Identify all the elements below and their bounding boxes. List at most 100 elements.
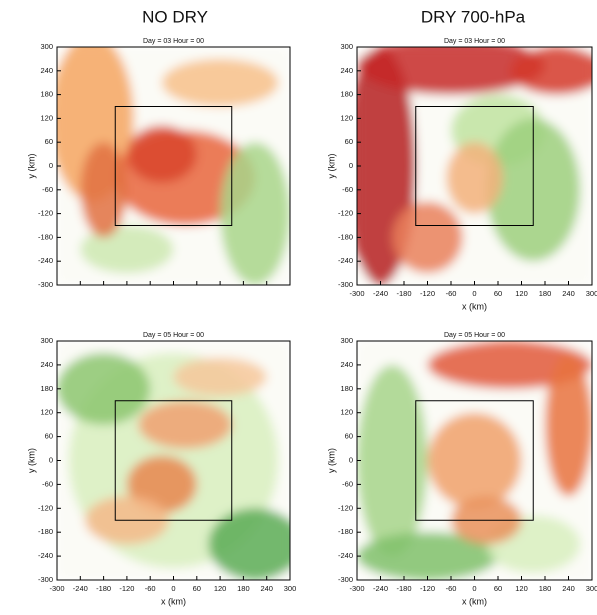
x-tick-label: 180 [539, 289, 552, 298]
y-tick-label: 180 [40, 90, 53, 99]
y-axis-label: y (km) [326, 448, 336, 473]
y-tick-label: -300 [38, 575, 53, 584]
x-tick-label: 120 [214, 584, 227, 593]
x-tick-label: 60 [193, 584, 201, 593]
x-tick-label: -60 [446, 584, 457, 593]
field-blob [446, 142, 503, 214]
y-tick-label: 300 [340, 42, 353, 51]
x-tick-label: 240 [562, 289, 575, 298]
x-tick-label: -240 [73, 584, 88, 593]
x-axis-label: x (km) [462, 596, 487, 606]
field-blob [161, 58, 279, 107]
y-tick-label: 0 [49, 455, 53, 464]
inner-box [415, 106, 534, 226]
field-blob [357, 364, 428, 557]
y-tick-label: 300 [40, 336, 53, 345]
y-tick-label: 60 [45, 432, 53, 441]
field [357, 341, 592, 580]
column-header: NO DRY [142, 7, 208, 26]
y-tick-label: 60 [345, 137, 353, 146]
field-blob [80, 225, 174, 274]
field-blob [509, 47, 592, 95]
panel-title: Day = 05 Hour = 00 [444, 332, 505, 339]
x-tick-label: 240 [562, 584, 575, 593]
y-tick-label: 120 [340, 113, 353, 122]
field-blob [138, 400, 232, 449]
y-axis-label: y (km) [326, 154, 336, 179]
inner-box [114, 106, 233, 226]
x-axis-label: x (km) [462, 301, 487, 311]
x-tick-label: 0 [472, 289, 476, 298]
field-blob [173, 357, 267, 396]
y-axis-label: y (km) [26, 448, 36, 473]
field-blob [357, 47, 545, 95]
y-tick-label: -60 [342, 479, 353, 488]
y-tick-label: 180 [40, 384, 53, 393]
y-tick-label: 120 [340, 408, 353, 417]
y-tick-label: 240 [340, 360, 353, 369]
y-tick-label: -300 [38, 280, 53, 289]
y-tick-label: -120 [38, 503, 53, 512]
field-blob [80, 142, 127, 238]
field-blob [427, 341, 592, 389]
y-tick-label: 0 [349, 161, 353, 170]
y-axis-label: y (km) [26, 154, 36, 179]
field-blob [392, 201, 463, 274]
x-tick-label: 0 [472, 584, 476, 593]
y-tick-label: 240 [40, 66, 53, 75]
x-tick-label: -240 [373, 289, 388, 298]
y-tick-label: -240 [38, 551, 53, 560]
x-tick-label: 240 [260, 584, 273, 593]
field-blob [126, 125, 197, 183]
y-tick-label: -60 [42, 479, 53, 488]
field-blob [545, 352, 592, 497]
y-tick-label: -180 [338, 527, 353, 536]
y-tick-label: 180 [340, 90, 353, 99]
panel-title: Day = 05 Hour = 00 [143, 332, 204, 339]
field-blob [357, 532, 498, 580]
x-tick-label: -60 [446, 289, 457, 298]
x-axis-label: x (km) [161, 596, 186, 606]
x-tick-label: -180 [396, 584, 411, 593]
y-tick-label: 240 [340, 66, 353, 75]
x-tick-label: 300 [284, 584, 297, 593]
y-tick-label: 120 [40, 113, 53, 122]
x-tick-label: -300 [349, 289, 364, 298]
x-tick-label: -120 [119, 584, 134, 593]
x-tick-label: -240 [373, 584, 388, 593]
y-tick-label: -60 [42, 185, 53, 194]
y-tick-label: -300 [338, 575, 353, 584]
y-tick-label: -120 [338, 503, 353, 512]
y-tick-label: -120 [38, 209, 53, 218]
x-tick-label: -180 [396, 289, 411, 298]
x-tick-label: 60 [494, 289, 502, 298]
x-tick-label: 300 [586, 584, 597, 593]
field [357, 47, 592, 285]
y-tick-label: -180 [38, 232, 53, 241]
x-tick-label: -300 [49, 584, 64, 593]
field [57, 47, 290, 285]
y-tick-label: 300 [40, 42, 53, 51]
field-blob [427, 412, 522, 509]
panel: Day = 03 Hour = 00 -300 -240 -180 -120 -60 0 60… [26, 38, 291, 289]
inner-box [114, 400, 233, 521]
x-tick-label: 120 [515, 584, 528, 593]
panel-title: Day = 03 Hour = 00 [444, 38, 505, 45]
x-tick-label: -120 [420, 289, 435, 298]
y-tick-label: 180 [340, 384, 353, 393]
y-tick-label: -240 [338, 551, 353, 560]
x-tick-label: 60 [494, 584, 502, 593]
y-tick-label: -300 [338, 280, 353, 289]
y-tick-label: 0 [49, 161, 53, 170]
column-header: DRY 700-hPa [421, 7, 526, 26]
panel: Day = 03 Hour = 00 -300 -240 -180 -120 -60 0 60… [326, 38, 597, 312]
y-tick-label: -240 [338, 256, 353, 265]
panel: Day = 05 Hour = 00 -300 -240 -180 -120 -60 0 60… [326, 332, 597, 607]
field-blob [57, 352, 151, 425]
y-tick-label: 300 [340, 336, 353, 345]
x-tick-label: 120 [515, 289, 528, 298]
y-tick-label: 240 [40, 360, 53, 369]
y-tick-label: -180 [38, 527, 53, 536]
y-tick-label: 60 [45, 137, 53, 146]
